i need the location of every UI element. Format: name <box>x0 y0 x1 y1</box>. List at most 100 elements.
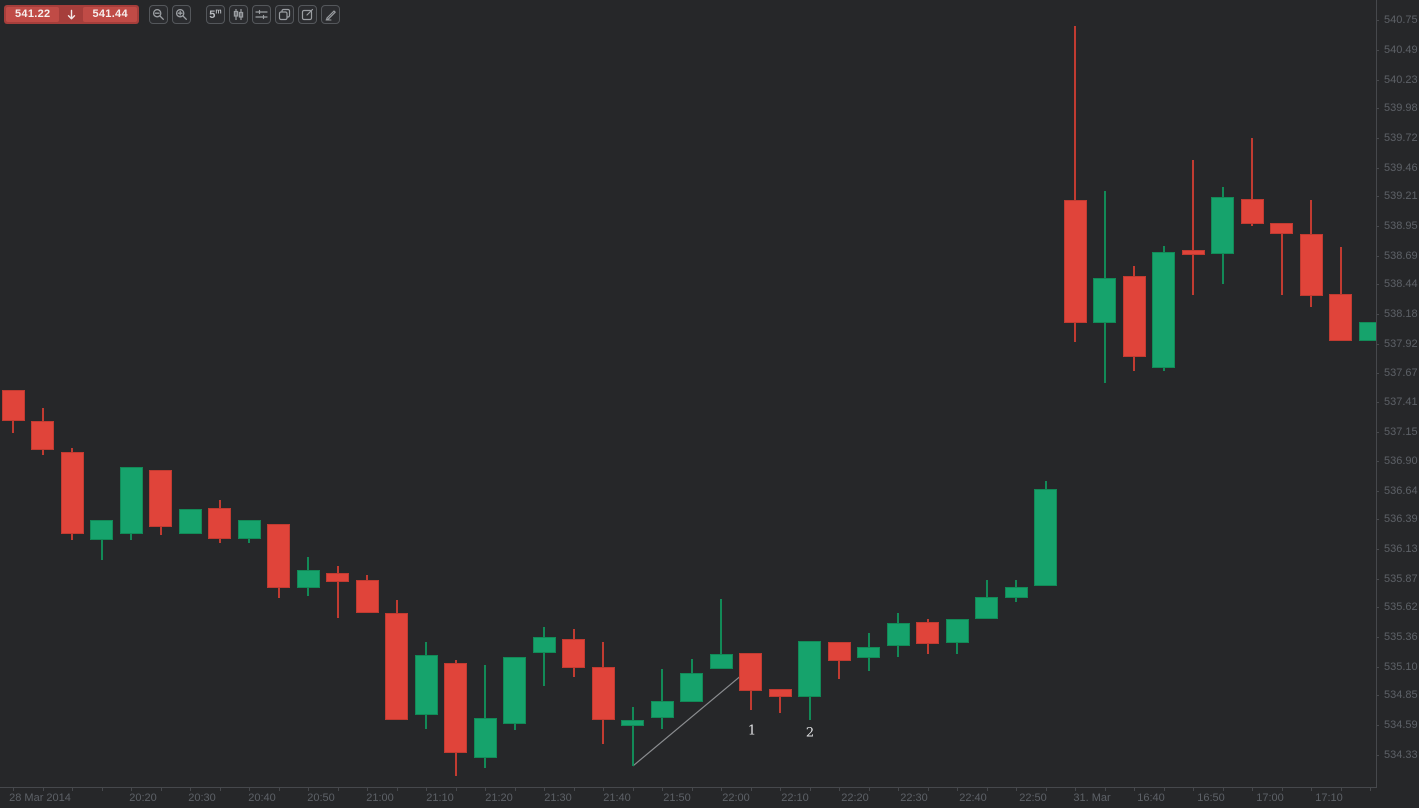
price-axis-label: 538.18 <box>1384 308 1418 321</box>
price-axis-label: 538.95 <box>1384 220 1418 233</box>
price-axis-tick <box>1376 79 1379 81</box>
price-axis-tick <box>1376 20 1379 21</box>
time-axis-tick <box>426 787 427 791</box>
chart-type-button[interactable] <box>228 5 248 24</box>
candle-up <box>296 569 320 588</box>
candle-up <box>503 656 526 725</box>
chart-toolbar: 541.22 541.44 5m <box>4 5 340 24</box>
ask-price-button[interactable]: 541.44 <box>83 7 137 22</box>
time-axis-label: 20:20 <box>129 792 157 804</box>
indicators-button[interactable] <box>251 5 271 24</box>
time-axis-label: 22:20 <box>841 792 869 804</box>
candle-up <box>178 508 202 535</box>
price-axis-label: 537.92 <box>1384 338 1418 350</box>
copy-button[interactable] <box>274 5 294 24</box>
price-axis-label: 539.46 <box>1384 161 1418 174</box>
arrow-down-icon <box>59 7 83 22</box>
candle-up <box>1034 489 1057 586</box>
zoom-out-icon <box>152 8 165 21</box>
time-axis-tick <box>780 787 781 791</box>
time-axis-tick <box>337 787 339 791</box>
time-axis-date-label: 28 Mar 2014 <box>9 792 71 804</box>
time-axis-tick <box>219 787 221 791</box>
candle-up <box>709 654 733 670</box>
candle-wick <box>631 706 634 767</box>
time-axis-label: 22:00 <box>722 792 750 804</box>
price-axis-label: 540.23 <box>1384 73 1418 86</box>
time-axis-label: 20:30 <box>188 792 216 804</box>
time-axis-label: 22:40 <box>959 792 987 804</box>
time-axis-tick <box>544 787 545 791</box>
candle-down <box>739 653 762 691</box>
price-axis-label: 540.49 <box>1384 43 1418 56</box>
candle-wick <box>720 599 722 670</box>
time-axis-tick <box>1281 787 1283 791</box>
price-axis-tick <box>1376 607 1379 609</box>
time-axis-label: 21:40 <box>603 792 631 804</box>
time-axis-label: 16:50 <box>1197 792 1225 804</box>
bid-price-button[interactable]: 541.22 <box>6 7 60 22</box>
price-axis-label: 534.59 <box>1384 719 1418 732</box>
timeframe-button[interactable]: 5m <box>205 5 225 24</box>
price-axis[interactable]: 540.75 540.49 540.23 539.98 539.72 539.46 539.… <box>1376 0 1419 787</box>
time-axis-tick <box>603 787 604 791</box>
time-axis-tick <box>13 787 14 791</box>
price-axis-tick <box>1376 666 1379 668</box>
zoom-in-button[interactable] <box>171 5 191 24</box>
time-axis-tick <box>986 787 988 791</box>
time-axis-tick <box>367 787 368 791</box>
candle-up <box>975 597 998 619</box>
timeframe-label: 5m <box>209 7 222 21</box>
time-axis-tick <box>278 787 280 791</box>
time-axis-tick <box>514 787 516 791</box>
draw-button[interactable] <box>320 5 340 24</box>
candle-down <box>916 622 939 644</box>
price-axis-tick <box>1376 695 1379 697</box>
price-axis-label: 534.85 <box>1384 689 1418 702</box>
time-axis-label: 17:00 <box>1256 792 1284 804</box>
time-axis-tick <box>131 787 132 791</box>
candle-up <box>1093 277 1116 324</box>
price-axis-label: 539.72 <box>1384 131 1418 144</box>
candle-up <box>90 520 113 540</box>
time-axis-tick <box>1222 787 1224 791</box>
time-axis[interactable]: 28 Mar 2014 20:20 20:30 20:40 20:50 21:00 21:1… <box>0 787 1419 808</box>
price-axis-label: 537.67 <box>1384 366 1418 379</box>
candle-down <box>149 469 172 528</box>
time-axis-label: 22:10 <box>781 792 809 804</box>
time-axis-tick <box>721 787 722 791</box>
time-axis-tick <box>1075 787 1076 791</box>
candle-down <box>1299 234 1323 296</box>
price-axis-label: 536.39 <box>1384 513 1418 526</box>
candle-down <box>326 572 349 583</box>
candle-down <box>827 641 851 662</box>
time-axis-tick <box>160 787 162 791</box>
price-axis-label: 537.41 <box>1384 396 1418 409</box>
price-axis-label: 535.36 <box>1384 631 1418 644</box>
pencil-icon <box>324 8 337 21</box>
candle-down <box>1270 222 1293 235</box>
candle-up <box>680 672 703 703</box>
time-axis-label: 17:10 <box>1315 792 1343 804</box>
time-axis-tick <box>662 787 663 791</box>
candle-up <box>1152 252 1175 369</box>
edit-button[interactable] <box>297 5 317 24</box>
candle-down <box>1240 198 1264 224</box>
quote-widget[interactable]: 541.22 541.44 <box>4 5 139 24</box>
candle-up <box>237 520 261 539</box>
zoom-out-button[interactable] <box>148 5 168 24</box>
candle-down <box>60 451 84 535</box>
time-axis-label: 21:50 <box>663 792 691 804</box>
candle-up <box>886 623 910 647</box>
price-axis-tick <box>1376 344 1379 345</box>
candle-up <box>621 719 644 727</box>
price-axis-tick <box>1376 432 1379 434</box>
time-axis-tick <box>485 787 486 791</box>
price-axis-tick <box>1376 284 1379 286</box>
time-axis-tick <box>396 787 398 791</box>
zoom-in-icon <box>175 8 188 21</box>
candle-up <box>857 647 880 658</box>
candle-up <box>414 655 438 715</box>
candle-wick <box>779 688 781 713</box>
